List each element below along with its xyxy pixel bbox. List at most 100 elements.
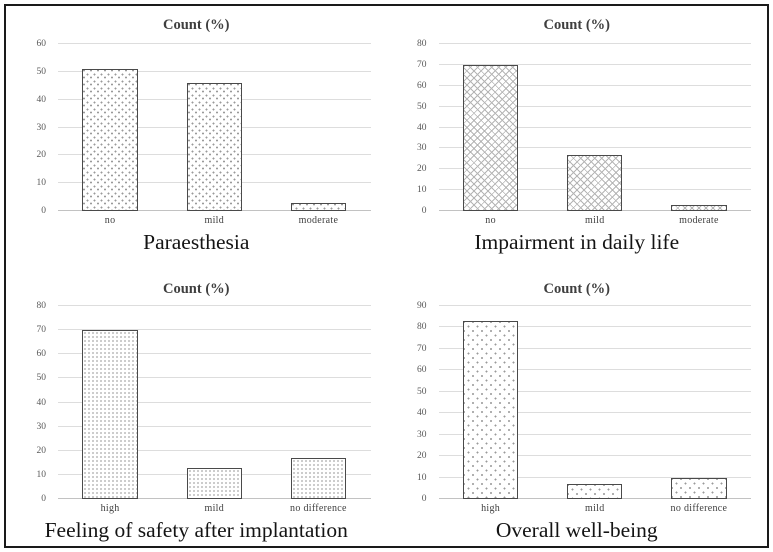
y-tick-label: 0 xyxy=(421,494,427,504)
bar-slot xyxy=(439,44,543,211)
gridline xyxy=(438,390,751,392)
y-tick-label: 80 xyxy=(36,301,47,311)
figure-frame: Count (%) 0 10 20 30 40 50 60 no mild moderate P… xyxy=(4,4,769,548)
gridline xyxy=(438,455,751,457)
gridline xyxy=(58,353,371,355)
y-tick-label: 20 xyxy=(417,164,427,175)
bar-slot xyxy=(58,44,162,211)
y-tick-label: 40 xyxy=(36,94,47,105)
bars-layer xyxy=(439,44,752,211)
x-category-label: moderate xyxy=(679,215,719,226)
gridline xyxy=(58,401,371,403)
bar xyxy=(82,69,138,211)
plot-area: 0 10 20 30 40 50 60 70 80 xyxy=(417,39,752,216)
x-category-label: high xyxy=(481,503,501,514)
bar-slot xyxy=(58,306,162,499)
x-category-label: mild xyxy=(204,503,225,514)
x-category-label: no difference xyxy=(290,503,347,514)
y-tick-label: 60 xyxy=(417,365,427,376)
y-tick-label: 40 xyxy=(417,122,427,133)
bar-slot xyxy=(647,306,751,499)
gridline xyxy=(58,70,371,72)
gridline xyxy=(58,449,371,451)
chart-caption: Overall well-being xyxy=(495,518,658,542)
y-tick-label: 30 xyxy=(36,421,47,432)
x-axis-labels: high mild no difference xyxy=(439,503,752,514)
gridline xyxy=(58,377,371,379)
bar-slot xyxy=(647,44,751,211)
y-tick-label: 60 xyxy=(36,349,47,360)
y-tick-label: 30 xyxy=(417,429,427,440)
y-axis-title: Count (%) xyxy=(163,281,230,297)
x-category-label: moderate xyxy=(298,215,339,226)
x-axis-labels: high mild no difference xyxy=(58,503,371,514)
gridline xyxy=(438,84,751,86)
bars-layer xyxy=(58,44,371,211)
y-axis-title: Count (%) xyxy=(543,281,610,297)
y-tick-label: 10 xyxy=(36,469,47,480)
y-tick-label: 70 xyxy=(36,325,47,336)
chart-caption: Impairment in daily life xyxy=(474,230,680,254)
bar xyxy=(290,202,347,211)
y-tick-label: 30 xyxy=(417,143,427,154)
bars-layer xyxy=(58,306,371,499)
y-tick-label: 0 xyxy=(421,206,427,216)
chart-panel-impairment: Count (%) 0 10 20 30 40 50 60 70 80 no mild modera… xyxy=(387,6,768,276)
bars-layer xyxy=(439,306,752,499)
bar xyxy=(671,204,727,211)
bar xyxy=(186,82,242,211)
y-tick-label: 0 xyxy=(41,494,46,504)
y-tick-label: 40 xyxy=(417,408,427,419)
gridline xyxy=(58,305,371,306)
x-category-label: high xyxy=(100,503,120,514)
x-category-label: mild xyxy=(584,215,605,226)
bar-slot xyxy=(162,44,266,211)
y-tick-label: 50 xyxy=(36,66,47,77)
y-axis-title: Count (%) xyxy=(543,17,610,33)
plot-area: 0 10 20 30 40 50 60 xyxy=(37,39,371,216)
bar-slot xyxy=(439,306,543,499)
bar-slot xyxy=(266,306,370,499)
x-category-label: mild xyxy=(584,503,605,514)
gridline xyxy=(58,425,371,427)
y-tick-label: 30 xyxy=(36,122,47,133)
y-tick-label: 80 xyxy=(417,39,427,49)
y-tick-label: 70 xyxy=(417,343,427,354)
y-tick-label: 50 xyxy=(36,373,47,384)
gridline xyxy=(438,326,751,328)
plot-area: 0 10 20 30 40 50 60 70 80 90 xyxy=(417,301,752,504)
bar xyxy=(186,467,242,499)
chart-caption: Paraesthesia xyxy=(143,230,250,254)
gridline xyxy=(438,412,751,414)
plot-area: 0 10 20 30 40 50 60 70 80 xyxy=(37,301,371,504)
y-tick-label: 10 xyxy=(36,178,47,189)
x-axis-labels: no mild moderate xyxy=(439,215,752,226)
gridline xyxy=(438,147,751,149)
x-category-label: no xyxy=(485,215,496,226)
x-category-label: no difference xyxy=(670,503,728,514)
x-category-label: no xyxy=(104,215,116,226)
bar xyxy=(567,484,623,499)
y-tick-label: 60 xyxy=(36,39,47,49)
bar-slot xyxy=(543,44,647,211)
gridline xyxy=(438,476,751,478)
y-tick-label: 90 xyxy=(417,301,427,311)
gridline xyxy=(438,369,751,371)
gridline xyxy=(438,433,751,435)
gridline xyxy=(438,126,751,128)
bar xyxy=(462,64,519,211)
y-tick-label: 20 xyxy=(36,150,47,161)
bar xyxy=(567,154,623,211)
y-tick-label: 20 xyxy=(417,451,427,462)
bar xyxy=(671,477,727,499)
bar-slot xyxy=(162,306,266,499)
gridline xyxy=(438,105,751,107)
y-tick-label: 10 xyxy=(417,185,427,196)
y-tick-label: 10 xyxy=(417,472,427,483)
gridline xyxy=(438,347,751,349)
y-tick-label: 20 xyxy=(36,445,47,456)
bar-slot xyxy=(543,306,647,499)
y-tick-label: 50 xyxy=(417,101,427,112)
y-axis-title: Count (%) xyxy=(163,17,230,33)
